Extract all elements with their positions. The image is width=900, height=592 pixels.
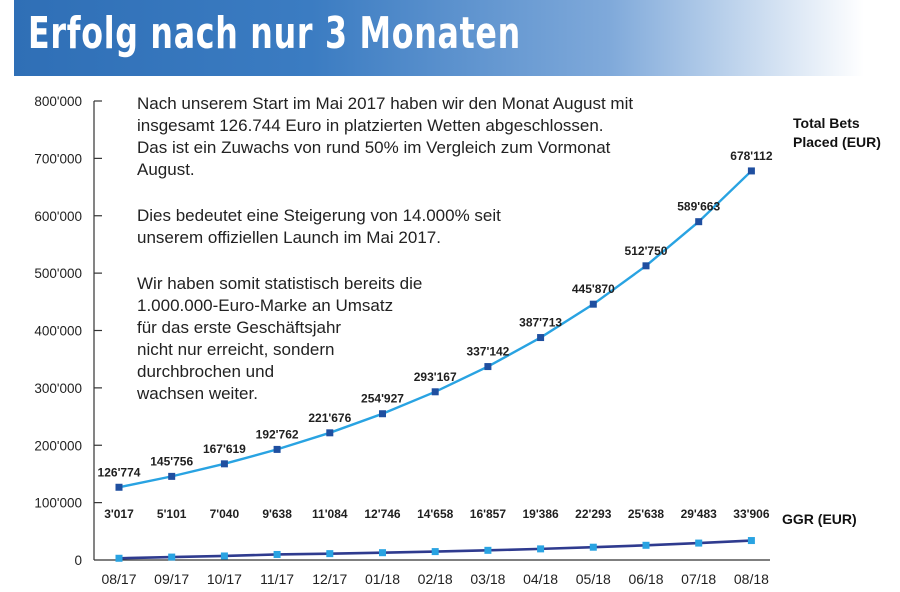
series-0-value-label: 512'750 <box>625 244 668 258</box>
series-0-point <box>589 300 597 308</box>
x-tick-label: 10/17 <box>207 571 242 587</box>
series-1-value-label: 33'906 <box>733 507 770 521</box>
series-0-value-label: 167'619 <box>203 442 246 456</box>
series-0-value-label: 254'927 <box>361 392 404 406</box>
paragraph-line: Das ist ein Zuwachs von rund 50% im Verg… <box>137 138 611 157</box>
x-tick-label: 02/18 <box>418 571 453 587</box>
series-0-point <box>379 410 386 418</box>
y-tick-label: 200'000 <box>34 438 82 453</box>
y-tick-label: 700'000 <box>34 151 82 166</box>
series-1-point <box>695 539 703 547</box>
series-0-point <box>747 167 755 175</box>
series-1-point <box>273 550 281 558</box>
paragraph-line: August. <box>137 160 195 179</box>
series-1-value-label: 3'017 <box>104 507 134 521</box>
series-1-point <box>220 552 228 560</box>
x-tick-label: 06/18 <box>628 571 663 587</box>
y-tick-label: 300'000 <box>34 381 82 396</box>
paragraph-line: durchbrochen und <box>137 362 275 381</box>
series-1-value-label: 16'857 <box>470 507 507 521</box>
series-0-point <box>273 445 281 453</box>
y-tick-label: 0 <box>74 553 82 568</box>
series-0-value-label: 589'663 <box>677 200 720 214</box>
paragraph-3: Wir haben somit statistisch bereits die 1… <box>137 273 422 405</box>
y-tick-label: 100'000 <box>34 496 82 511</box>
paragraph-1: Nach unserem Start im Mai 2017 haben wir… <box>137 93 633 181</box>
series-1-value-label: 11'084 <box>312 507 348 521</box>
paragraph-line: für das erste Geschäftsjahr <box>137 318 342 337</box>
x-tick-label: 08/18 <box>734 571 769 587</box>
series-1-value-label: 22'293 <box>575 507 612 521</box>
series-0-point <box>431 388 439 396</box>
data-labels: 126'774 145'756 167'619 192'762 221'676 254'9… <box>98 149 773 521</box>
series-0-point <box>220 460 228 468</box>
paragraph-line: unserem offiziellen Launch im Mai 2017. <box>137 228 441 247</box>
series-0-point <box>484 363 492 371</box>
x-tick-label: 12/17 <box>312 571 347 587</box>
paragraph-line: Wir haben somit statistisch bereits die <box>137 274 423 293</box>
series-names: Total Bets Placed (EUR) GGR (EUR) <box>782 115 881 527</box>
paragraph-line: 1.000.000-Euro-Marke an Umsatz <box>137 296 394 315</box>
series-1-value-label: 19'386 <box>522 507 559 521</box>
y-tick-label: 800'000 <box>34 94 82 109</box>
x-tick-label: 05/18 <box>576 571 611 587</box>
series-0-point <box>168 472 176 480</box>
series-0-value-label: 445'870 <box>572 282 615 296</box>
paragraph-2: Dies bedeutet eine Steigerung von 14.000… <box>137 205 501 249</box>
series-0-point <box>537 334 545 342</box>
series-name-total-bets-line2: Placed (EUR) <box>793 134 881 150</box>
paragraph-line: nicht nur erreicht, sondern <box>137 340 335 359</box>
series-1-point <box>326 550 334 558</box>
series-0-point <box>115 483 123 491</box>
series-1-point <box>589 543 597 551</box>
series-name-total-bets-line1: Total Bets <box>793 115 860 131</box>
series-name-ggr: GGR (EUR) <box>782 511 857 527</box>
x-tick-label: 07/18 <box>681 571 716 587</box>
paragraph-line: insgesamt 126.744 Euro in platzierten We… <box>137 116 604 135</box>
series-0-value-label: 387'713 <box>519 316 562 330</box>
chart-axes: 0 100'000 200'000 300'000 400'000 500'000 600'… <box>34 94 770 587</box>
series-0-value-label: 337'142 <box>466 345 509 359</box>
series-1-value-label: 9'638 <box>262 507 292 521</box>
paragraph-line: wachsen weiter. <box>137 384 258 403</box>
series-0-value-label: 145'756 <box>150 454 193 468</box>
series-1-value-label: 29'483 <box>681 507 718 521</box>
x-tick-label: 11/17 <box>260 571 294 587</box>
paragraph-line: Nach unserem Start im Mai 2017 haben wir… <box>137 94 634 113</box>
paragraph-line: Dies bedeutet eine Steigerung von 14.000… <box>137 206 501 225</box>
x-tick-label: 03/18 <box>470 571 505 587</box>
y-tick-label: 600'000 <box>34 209 82 224</box>
series-0-point <box>642 262 650 270</box>
x-tick-label: 09/17 <box>154 571 189 587</box>
series-1-point <box>115 554 123 562</box>
series-1-point <box>379 549 386 557</box>
series-1-point <box>537 545 545 553</box>
series-1-point <box>431 548 439 556</box>
series-0-value-label: 192'762 <box>256 427 299 441</box>
chart-title: Erfolg nach nur 3 Monaten <box>28 8 521 59</box>
series-markers <box>115 167 755 562</box>
series-1-value-label: 5'101 <box>157 507 187 521</box>
series-1-point <box>168 553 176 561</box>
series-1-value-label: 7'040 <box>210 507 240 521</box>
y-tick-label: 500'000 <box>34 266 82 281</box>
series-0-point <box>326 429 334 437</box>
series-0-value-label: 678'112 <box>730 149 773 163</box>
series-0-value-label: 126'774 <box>98 465 141 479</box>
series-0-value-label: 221'676 <box>308 411 351 425</box>
series-1-point <box>642 541 650 549</box>
x-tick-label: 04/18 <box>523 571 558 587</box>
series-0-value-label: 293'167 <box>414 370 457 384</box>
title-banner <box>14 0 864 76</box>
y-tick-label: 400'000 <box>34 324 82 339</box>
series-1-value-label: 25'638 <box>628 507 665 521</box>
series-1-point <box>484 546 492 554</box>
x-tick-label: 01/18 <box>365 571 400 587</box>
series-0-point <box>695 218 703 226</box>
series-1-point <box>747 537 755 545</box>
series-1-value-label: 12'746 <box>364 507 401 521</box>
series-1-value-label: 14'658 <box>417 507 454 521</box>
x-tick-label: 08/17 <box>101 571 136 587</box>
